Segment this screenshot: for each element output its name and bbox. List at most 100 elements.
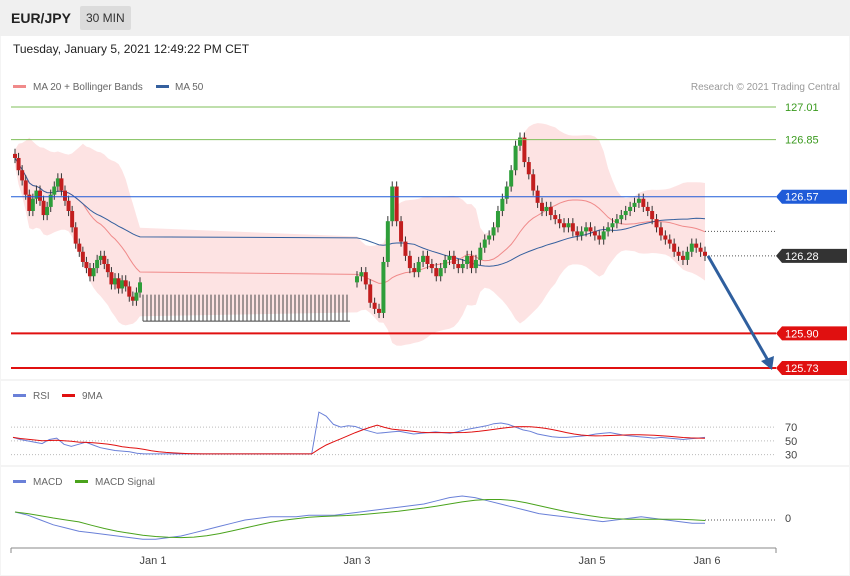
candle-body bbox=[438, 268, 443, 277]
symbol-label: EUR/JPY bbox=[11, 10, 71, 26]
candle-body bbox=[105, 264, 110, 273]
candle-body bbox=[553, 215, 558, 220]
candle-body bbox=[95, 259, 100, 269]
candle-body bbox=[377, 308, 382, 313]
candle-body bbox=[113, 278, 117, 285]
forecast-arrow-line bbox=[706, 255, 772, 365]
candle-body bbox=[592, 231, 597, 236]
macd-panel bbox=[1, 467, 849, 575]
candle-body bbox=[127, 286, 132, 297]
legend-ma50-label: MA 50 bbox=[175, 82, 204, 93]
macd-signal-line bbox=[14, 499, 706, 539]
candle-body bbox=[610, 223, 615, 228]
legend-rsi-label: RSI bbox=[33, 391, 50, 402]
candle-body bbox=[689, 243, 694, 252]
candle-body bbox=[52, 186, 57, 195]
candle-body bbox=[667, 239, 672, 244]
candle-body bbox=[109, 272, 114, 285]
rsi-tick-label: 30 bbox=[785, 450, 797, 462]
candle-body bbox=[601, 231, 606, 240]
candle-body bbox=[614, 219, 619, 224]
candle-body bbox=[412, 268, 417, 273]
legend-macd-swatch bbox=[13, 480, 26, 483]
candle-body bbox=[443, 259, 448, 269]
candle-body bbox=[482, 239, 487, 248]
rsi-tick-label: 70 bbox=[785, 422, 797, 434]
candle-body bbox=[70, 210, 75, 228]
level-label-126.85: 126.85 bbox=[785, 135, 819, 147]
x-tick-label: Jan 5 bbox=[579, 555, 606, 567]
candle-body bbox=[138, 282, 142, 293]
candle-body bbox=[102, 255, 107, 265]
credit-text: Research © 2021 Trading Central bbox=[691, 82, 840, 93]
candle-body bbox=[680, 255, 685, 260]
level-label-125.90: 125.90 bbox=[785, 328, 819, 340]
candle-body bbox=[544, 206, 549, 211]
ma50-line bbox=[14, 157, 706, 267]
candle-body bbox=[628, 206, 633, 211]
timestamp: Tuesday, January 5, 2021 12:49:22 PM CET bbox=[13, 42, 250, 56]
macd-line bbox=[14, 495, 705, 540]
candle-body bbox=[20, 170, 25, 181]
candle-body bbox=[63, 190, 67, 201]
x-axis-ticks: Jan 1 Jan 3 Jan 5 Jan 6 bbox=[140, 555, 721, 567]
candle-body bbox=[685, 251, 690, 260]
candle-body bbox=[509, 170, 514, 187]
header-bar: EUR/JPY 30 MIN bbox=[0, 0, 850, 36]
candle-body bbox=[504, 186, 509, 199]
candle-body bbox=[91, 268, 96, 277]
candle-body bbox=[372, 302, 377, 309]
candle-body bbox=[30, 198, 35, 211]
candle-body bbox=[703, 251, 707, 256]
candle-body bbox=[130, 296, 135, 301]
candle-body bbox=[66, 200, 71, 211]
candle-body bbox=[399, 221, 404, 242]
candle-body bbox=[650, 210, 655, 220]
forecast-arrow-head bbox=[761, 356, 774, 370]
legend-signal-label: MACD Signal bbox=[95, 477, 155, 488]
timeframe-button[interactable]: 30 MIN bbox=[80, 6, 131, 30]
candle-body bbox=[88, 268, 92, 277]
rsi-line bbox=[12, 411, 706, 455]
candle-body bbox=[562, 223, 567, 228]
candle-body bbox=[465, 255, 470, 265]
candle-body bbox=[45, 206, 50, 216]
level-tag-126.57 bbox=[776, 189, 847, 204]
candle-body bbox=[73, 227, 78, 244]
legend-rsi-ma-swatch bbox=[62, 394, 75, 397]
candle-body bbox=[632, 202, 637, 207]
candle-body bbox=[451, 255, 456, 265]
rsi-plot: 70 50 30 bbox=[11, 411, 797, 462]
candle-body bbox=[597, 235, 602, 240]
candle-body bbox=[676, 251, 681, 256]
x-tick-label: Jan 6 bbox=[694, 555, 721, 567]
candle-body bbox=[579, 231, 584, 236]
candle-body bbox=[517, 137, 522, 146]
candle-body bbox=[645, 206, 650, 211]
level-tag-125.90 bbox=[776, 326, 847, 341]
candle-body bbox=[575, 231, 580, 236]
price-levels: 127.01 126.85 126.57 126.28 125.90 125.73 bbox=[11, 102, 847, 375]
candle-body bbox=[98, 255, 103, 260]
candle-body bbox=[526, 162, 531, 175]
candle-body bbox=[698, 247, 703, 252]
candle-body bbox=[513, 145, 518, 171]
candle-body bbox=[48, 194, 53, 207]
candle-body bbox=[663, 235, 668, 240]
candle-body bbox=[487, 235, 492, 240]
level-label-127.01: 127.01 bbox=[785, 102, 819, 114]
candle-body bbox=[381, 261, 386, 313]
legend-macd-label: MACD bbox=[33, 477, 62, 488]
level-tag-125.73 bbox=[776, 361, 847, 375]
candle-body bbox=[473, 259, 478, 269]
candle-body bbox=[522, 137, 527, 163]
candle-body bbox=[429, 264, 434, 269]
candle-body bbox=[390, 186, 395, 222]
candle-body bbox=[34, 190, 39, 199]
legend-rsi-swatch bbox=[13, 394, 26, 397]
candle-body bbox=[55, 178, 60, 187]
level-label-125.73: 125.73 bbox=[785, 363, 819, 375]
candle-body bbox=[421, 255, 426, 262]
candle-body bbox=[623, 210, 628, 216]
